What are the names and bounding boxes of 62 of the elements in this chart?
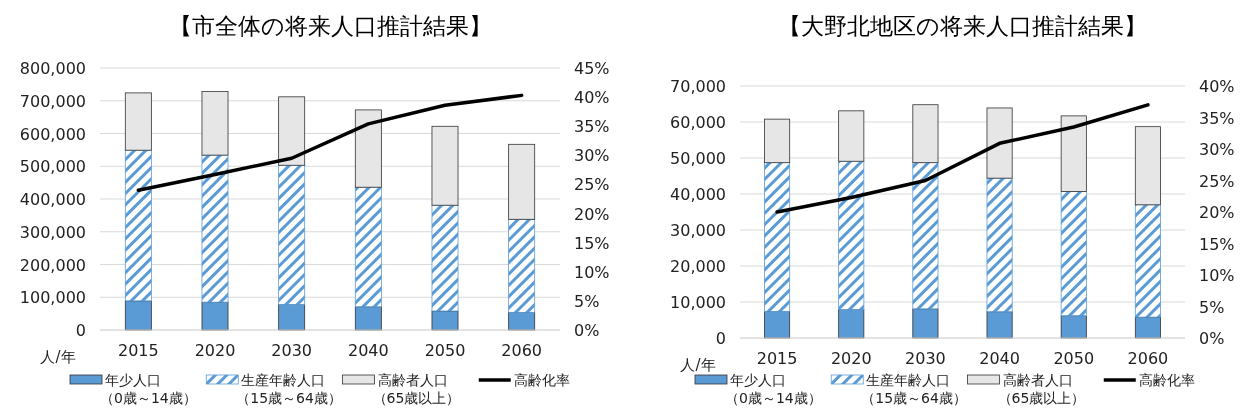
y-tick-label: 50,000 <box>670 149 726 168</box>
y-tick-label: 200,000 <box>19 255 86 275</box>
legend-label: 生産年齢人口（15歳～64歳） <box>861 372 967 406</box>
y-tick-label: 800,000 <box>19 59 86 78</box>
y2-tick-label: 35% <box>574 117 610 137</box>
y2-tick-label: 25% <box>574 175 610 195</box>
y-tick-label: 500,000 <box>19 157 86 177</box>
x-tick-label: 2030 <box>271 341 313 360</box>
chart-title: 【大野北地区の将来人口推計結果】 <box>778 13 1147 39</box>
y2-tick-label: 15% <box>574 233 610 253</box>
legend-label: 年少人口（0歳～14歳） <box>100 372 197 406</box>
y2-tick-label: 0% <box>1199 329 1225 348</box>
y2-tick-label: 25% <box>1199 171 1235 191</box>
y2-tick-label: 10% <box>1199 266 1235 285</box>
x-tick-label: 2040 <box>347 341 389 360</box>
chart-title: 【市全体の将来人口推計結果】 <box>168 13 492 39</box>
legend-label: 高齢化率 <box>1138 372 1195 388</box>
legend-label: 生産年齢人口（15歳～64歳） <box>236 372 342 406</box>
y2-tick-label: 15% <box>1199 234 1235 254</box>
x-tick-label: 2020 <box>830 349 872 368</box>
x-tick-label: 2015 <box>117 341 159 360</box>
y2-tick-label: 0% <box>574 321 600 340</box>
x-axis-title: 人/年 <box>680 356 716 374</box>
y-tick-label: 60,000 <box>670 113 726 132</box>
y2-tick-label: 20% <box>574 204 610 224</box>
x-tick-label: 2050 <box>424 341 466 360</box>
legend-label: 高齢者人口（65歳以上） <box>997 372 1086 406</box>
x-tick-label: 2050 <box>1053 349 1095 368</box>
x-tick-label: 2030 <box>905 349 946 368</box>
y-tick-label: 100,000 <box>19 288 86 308</box>
y2-tick-label: 20% <box>1199 203 1235 222</box>
y-tick-label: 30,000 <box>670 221 726 240</box>
y2-tick-label: 40% <box>1199 77 1235 96</box>
y-tick-label: 70,000 <box>670 77 726 96</box>
y-tick-label: 700,000 <box>19 91 86 111</box>
y-tick-label: 0 <box>715 329 726 348</box>
y-tick-label: 10,000 <box>670 293 726 312</box>
legend-label: 年少人口（0歳～14歳） <box>725 372 822 406</box>
y2-tick-label: 30% <box>1199 140 1235 159</box>
line-series <box>775 103 1150 214</box>
x-tick-label: 2015 <box>756 349 798 368</box>
y-tick-label: 400,000 <box>19 190 86 209</box>
y-tick-label: 40,000 <box>670 185 726 204</box>
y2-tick-label: 10% <box>574 262 610 282</box>
legend-label: 高齢者人口（65歳以上） <box>372 372 461 406</box>
y-tick-label: 600,000 <box>19 124 86 144</box>
line-series <box>136 93 524 193</box>
x-tick-label: 2060 <box>501 341 543 360</box>
x-axis-title: 人/年 <box>40 348 76 366</box>
y2-tick-label: 35% <box>1199 108 1235 128</box>
legend-label: 高齢化率 <box>513 372 570 388</box>
x-tick-label: 2060 <box>1127 349 1169 368</box>
y-tick-label: 0 <box>75 321 86 340</box>
x-tick-label: 2020 <box>194 341 236 360</box>
y2-tick-label: 30% <box>574 146 610 166</box>
y2-tick-label: 40% <box>574 88 610 108</box>
y2-tick-label: 5% <box>1199 297 1225 317</box>
y2-tick-label: 5% <box>574 291 600 311</box>
y-tick-label: 20,000 <box>670 257 726 276</box>
y-tick-label: 300,000 <box>19 222 86 242</box>
y2-tick-label: 45% <box>574 59 610 78</box>
x-tick-label: 2040 <box>979 349 1020 368</box>
